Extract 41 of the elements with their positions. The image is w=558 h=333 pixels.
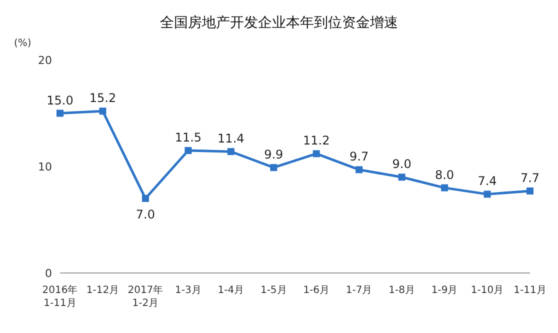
data-label: 11.5 [174,130,202,145]
point [526,187,534,194]
point [184,147,192,154]
x-tick-label: 1-8月 [388,285,415,296]
data-label: 7.4 [478,174,497,188]
data-label: 11.4 [218,132,244,146]
point [270,164,278,172]
x-tick-label: 1-6月 [303,285,330,296]
y-tick-label: 10 [38,160,52,174]
x-tick-label: 2017年 1-2月 [128,284,164,309]
x-tick-label: 1-10月 [470,285,504,296]
data-label: 9.9 [264,148,284,162]
chart-title: 全国房地产开发企业本年到位资金增速 [159,14,399,32]
data-label: 11.2 [303,134,330,148]
x-tick-label: 1-12月 [86,285,120,296]
data-label: 7.7 [520,170,540,185]
point [227,148,234,156]
x-tick-label: 1-3月 [175,285,202,296]
x-tick-label: 1-5月 [260,285,287,296]
x-tick-label: 1-7月 [346,285,372,296]
point [56,110,64,117]
point [312,150,320,158]
point [142,194,149,202]
point [398,174,406,181]
data-label: 15.0 [46,93,74,108]
point [356,166,363,174]
data-label: 15.2 [89,91,116,106]
y-tick-label: 20 [38,54,52,67]
y-axis-title: (%) [14,38,32,49]
data-label: 8.0 [435,168,454,182]
point [441,184,448,192]
x-tick-label: 1-11月 [514,285,546,296]
point [484,190,491,198]
data-label: 7.0 [136,207,155,222]
data-label: 9.0 [392,157,412,172]
data-label: 9.7 [350,150,369,164]
x-tick-label: 1-9月 [431,285,458,296]
y-tick-label: 0 [45,266,52,280]
point [99,108,106,115]
x-tick-label: 1-4月 [218,285,244,296]
x-tick-label: 2016年 1-11月 [42,284,78,309]
